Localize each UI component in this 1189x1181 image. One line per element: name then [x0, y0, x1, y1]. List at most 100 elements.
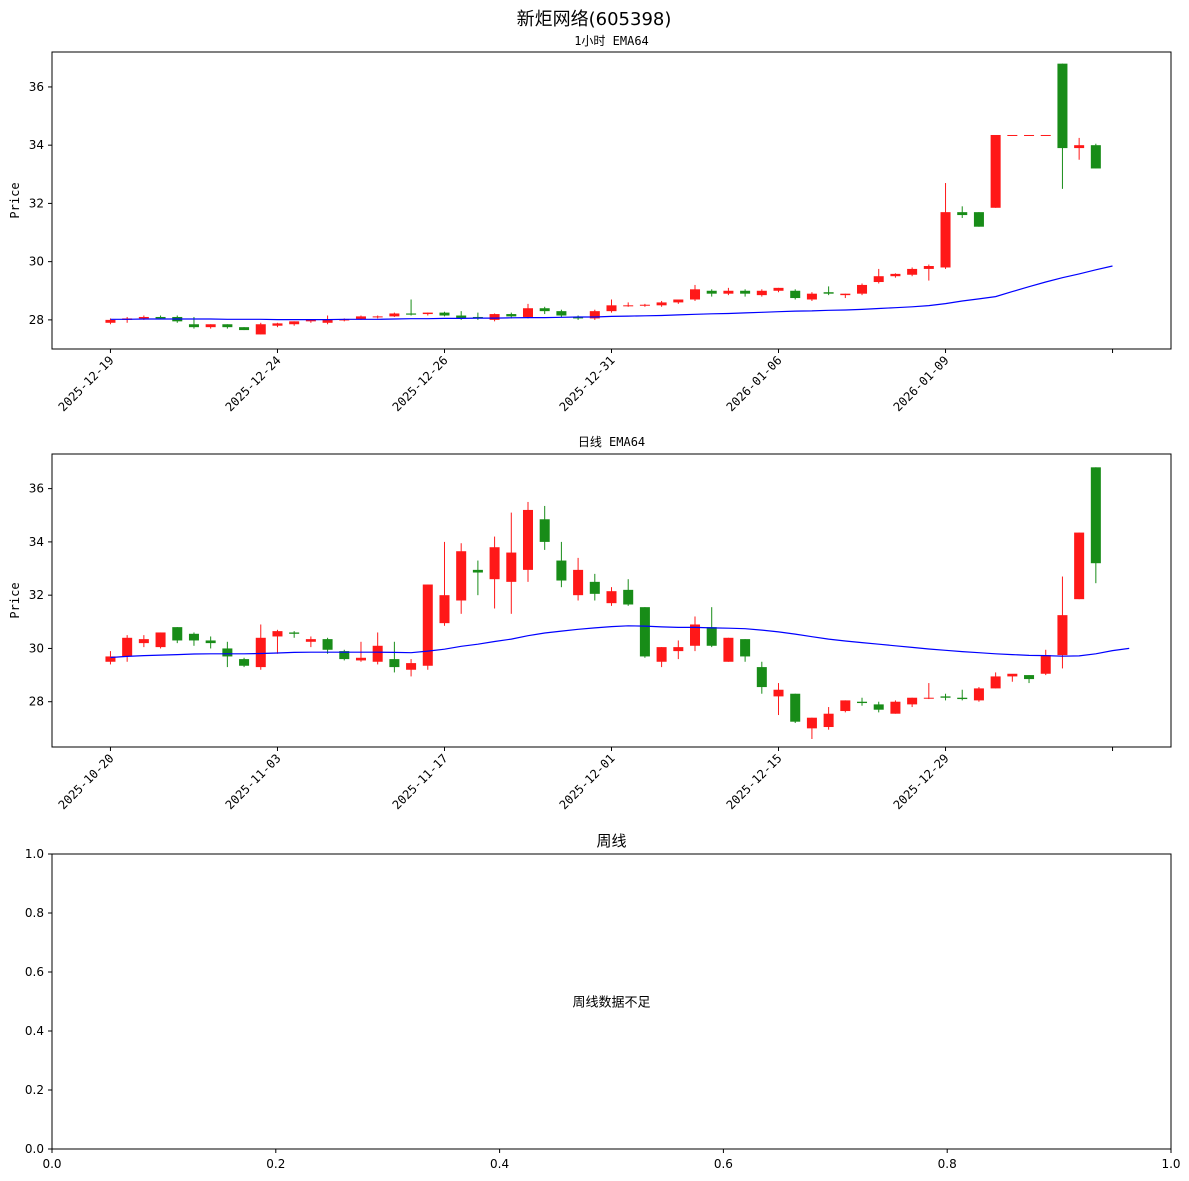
candle-body — [756, 667, 767, 688]
candle-body — [907, 697, 918, 705]
candle — [255, 322, 266, 335]
candle — [289, 631, 300, 638]
x-tick-label: 0.6 — [714, 1157, 733, 1171]
chart-title: 日线 EMA64 — [578, 435, 645, 449]
candle — [990, 134, 1001, 208]
candle — [422, 584, 433, 670]
candle-body — [723, 290, 734, 294]
candle — [305, 319, 316, 323]
x-tick-label: 2025-12-26 — [390, 353, 451, 414]
candle-body — [155, 316, 166, 319]
candle-body — [1074, 145, 1085, 149]
y-tick-label: 32 — [29, 196, 44, 210]
candle — [239, 327, 250, 331]
candle-body — [1040, 134, 1051, 136]
candle — [823, 286, 834, 296]
candle-body — [957, 697, 968, 700]
candle-body — [907, 268, 918, 275]
candle-body — [589, 311, 600, 319]
candle — [923, 264, 934, 281]
candle-body — [272, 323, 283, 326]
candle-body — [472, 569, 483, 573]
candle-body — [539, 519, 550, 542]
ema64-line — [110, 265, 1113, 321]
candle — [907, 267, 918, 277]
candle — [957, 206, 968, 218]
candle-body — [138, 316, 149, 319]
candle — [322, 637, 333, 654]
candle — [406, 659, 417, 677]
y-tick-label: 0.4 — [25, 1024, 44, 1038]
candle-body — [773, 287, 784, 291]
candle — [873, 268, 884, 284]
candle-body — [305, 319, 316, 322]
candle-body — [857, 701, 868, 704]
candle-body — [506, 314, 517, 317]
candle — [1007, 134, 1018, 136]
candle — [155, 315, 166, 319]
candle-body — [239, 327, 250, 331]
candle — [756, 289, 767, 297]
candle-body — [873, 704, 884, 710]
candle-body — [823, 292, 834, 294]
ema64-line — [110, 625, 1130, 659]
no-data-message: 周线数据不足 — [572, 996, 650, 1011]
candle-body — [372, 316, 383, 318]
candle — [389, 641, 400, 673]
candle — [372, 315, 383, 319]
candle-body — [506, 552, 517, 582]
candle — [740, 639, 751, 662]
candle-body — [489, 314, 500, 320]
candle — [706, 289, 717, 297]
candle — [890, 273, 901, 278]
candle — [606, 299, 617, 313]
candle-body — [673, 299, 684, 303]
x-tick-label: 0.4 — [490, 1157, 509, 1171]
y-tick-label: 28 — [29, 695, 44, 709]
candle-body — [272, 631, 283, 637]
x-tick-label: 0.8 — [938, 1157, 957, 1171]
candle-body — [957, 212, 968, 216]
x-tick-label: 0.2 — [266, 1157, 285, 1171]
candle-body — [456, 315, 467, 319]
axes-frame — [51, 51, 1172, 350]
candle-body — [923, 697, 934, 699]
candle — [723, 287, 734, 296]
y-tick-label: 0.8 — [25, 906, 44, 920]
candle — [573, 557, 584, 601]
candle-body — [639, 607, 650, 657]
x-tick-label: 2025-10-20 — [56, 751, 117, 812]
chart-title: 周线 — [596, 832, 626, 850]
candle-body — [623, 589, 634, 605]
candle-body — [205, 324, 216, 328]
candle-body — [105, 319, 116, 323]
candle-body — [1057, 615, 1068, 656]
candle — [923, 683, 934, 700]
candle — [623, 579, 634, 606]
x-tick-label: 0.0 — [42, 1157, 61, 1171]
y-tick-label: 0.6 — [25, 965, 44, 979]
candle — [155, 632, 166, 649]
candle-body — [239, 659, 250, 666]
candle-body — [623, 305, 634, 307]
candle-body — [606, 591, 617, 604]
candle — [656, 647, 667, 668]
candle — [957, 689, 968, 701]
candle-body — [990, 676, 1001, 689]
candle-body — [522, 509, 534, 570]
candle — [990, 672, 1001, 689]
candle — [205, 636, 216, 649]
candle — [272, 322, 283, 328]
y-tick-label: 34 — [29, 138, 44, 152]
axes-frame — [51, 853, 1172, 1150]
candle-body — [923, 266, 934, 269]
candle — [372, 632, 383, 665]
candle — [138, 635, 149, 648]
candle — [1057, 63, 1068, 189]
candle-body — [973, 212, 984, 227]
y-tick-label: 1.0 — [25, 847, 44, 861]
candle-body — [138, 639, 149, 644]
candle-body — [940, 212, 951, 268]
candle — [556, 541, 567, 588]
